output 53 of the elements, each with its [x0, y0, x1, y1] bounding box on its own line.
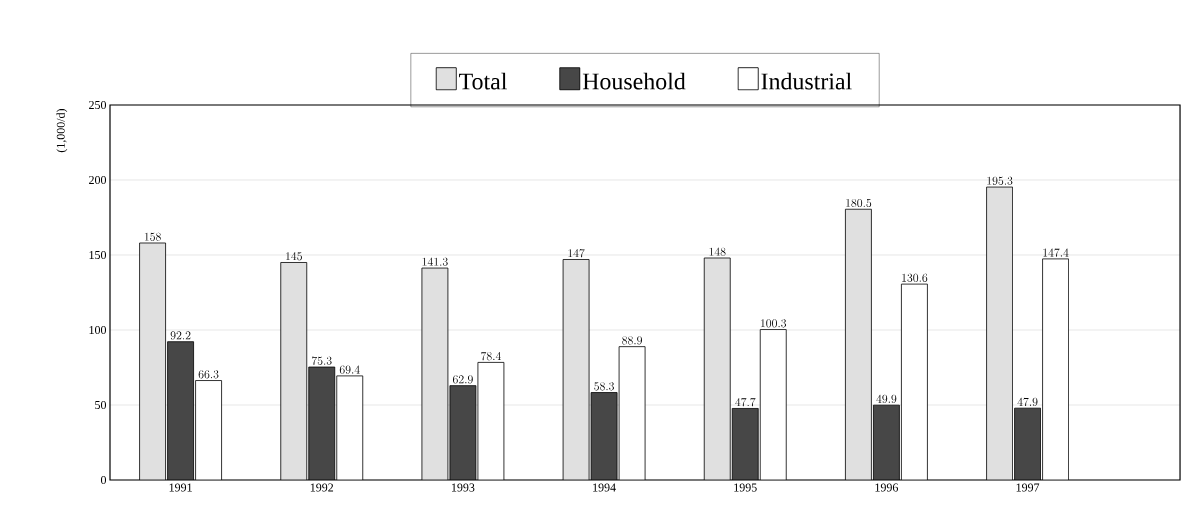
data-label: 62.9	[452, 375, 473, 384]
y-tick-label: 50	[95, 400, 107, 410]
x-tick-label: 1992	[310, 483, 334, 492]
x-tick-label: 1997	[1016, 483, 1040, 492]
y-axis-title: (1,000/d)	[56, 109, 68, 153]
bar	[986, 186, 1013, 480]
bar	[703, 257, 731, 480]
legend-label: Industrial	[761, 72, 852, 90]
data-label: 147.4	[1043, 248, 1069, 257]
data-label: 195.3	[987, 176, 1013, 185]
data-label: 58.3	[594, 382, 614, 391]
x-tick-label: 1995	[734, 483, 757, 492]
x-tick-label: 1991	[169, 483, 192, 492]
bar	[308, 366, 336, 480]
bar	[167, 341, 194, 480]
y-tick-label: 100	[89, 325, 107, 335]
legend-label: Total	[459, 72, 507, 90]
data-label: 180.5	[846, 198, 872, 208]
bar	[845, 208, 872, 480]
bar	[139, 242, 166, 480]
data-label: 47.7	[735, 397, 756, 407]
data-label: 141 .3	[422, 257, 448, 266]
data-label: 158	[144, 232, 161, 241]
data-label: 78.4	[481, 351, 501, 361]
y-tick-label: 0	[100, 475, 107, 485]
x-tick-label: 1994	[593, 483, 616, 492]
data-label: 88.9	[622, 336, 642, 345]
bar	[421, 267, 449, 480]
bar	[280, 262, 308, 480]
data-label: 47.9	[1017, 397, 1038, 406]
data-label: 75.3	[311, 356, 332, 365]
legend-label: Household	[582, 72, 686, 90]
data-label: 145	[286, 252, 302, 261]
y-tick-label: 200	[89, 175, 107, 185]
bar	[759, 329, 787, 480]
bar	[1014, 407, 1041, 480]
data-label: 69.4	[339, 365, 360, 374]
data-label: 100.3	[761, 319, 787, 328]
bar	[731, 408, 759, 480]
bar	[562, 259, 590, 480]
x-tick-label: 1993	[452, 483, 475, 492]
bar	[590, 392, 618, 480]
data-label: 49.9	[876, 394, 897, 403]
data-label: 148	[709, 247, 726, 256]
bar	[873, 404, 900, 480]
data-label: 92.2	[170, 331, 191, 340]
x-tick-label: 1996	[875, 483, 899, 492]
y-tick-label: 150	[89, 250, 107, 260]
y-tick-label: 250	[89, 100, 107, 110]
data-label: 66.3	[198, 370, 219, 379]
bar	[449, 385, 477, 480]
data-label: 130.6	[902, 273, 928, 282]
data-label: 147	[568, 249, 585, 258]
